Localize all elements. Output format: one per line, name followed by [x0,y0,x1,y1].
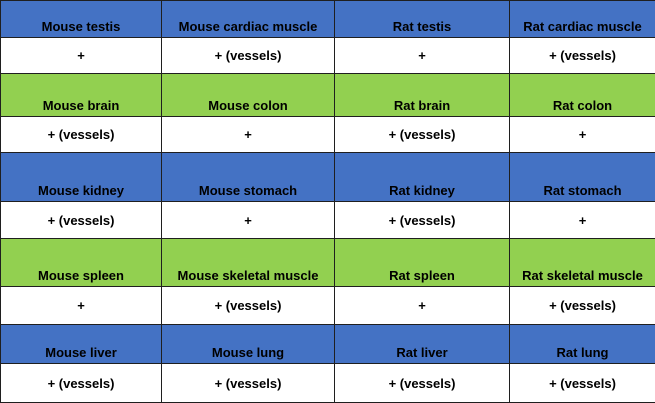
value-cell: + (vessels) [161,37,335,74]
value-row: + + (vessels) + + (vessels) [0,286,655,325]
header-cell: Mouse lung [161,324,335,364]
header-row: Mouse liver Mouse lung Rat liver Rat lun… [0,324,655,364]
value-cell: + [334,286,510,325]
value-row: + + (vessels) + + (vessels) [0,37,655,74]
header-cell: Mouse colon [161,73,335,117]
value-cell: + (vessels) [334,201,510,239]
value-row: + (vessels) + + (vessels) + [0,116,655,153]
value-cell: + (vessels) [509,286,655,325]
header-row: Mouse testis Mouse cardiac muscle Rat te… [0,0,655,38]
header-cell: Mouse kidney [0,152,162,202]
header-cell: Rat testis [334,0,510,38]
header-row: Mouse brain Mouse colon Rat brain Rat co… [0,73,655,117]
header-cell: Mouse brain [0,73,162,117]
header-cell: Mouse spleen [0,238,162,287]
value-row: + (vessels) + + (vessels) + [0,201,655,239]
value-cell: + [0,286,162,325]
header-cell: Mouse testis [0,0,162,38]
value-cell: + [0,37,162,74]
value-cell: + (vessels) [161,286,335,325]
value-cell: + [161,116,335,153]
value-cell: + (vessels) [334,363,510,403]
header-cell: Mouse skeletal muscle [161,238,335,287]
value-cell: + (vessels) [161,363,335,403]
header-cell: Rat kidney [334,152,510,202]
value-cell: + (vessels) [0,116,162,153]
value-cell: + (vessels) [334,116,510,153]
value-cell: + [509,116,655,153]
header-row: Mouse kidney Mouse stomach Rat kidney Ra… [0,152,655,202]
header-cell: Mouse cardiac muscle [161,0,335,38]
value-cell: + [334,37,510,74]
value-cell: + [161,201,335,239]
value-cell: + (vessels) [0,201,162,239]
header-cell: Rat liver [334,324,510,364]
header-cell: Mouse liver [0,324,162,364]
header-cell: Rat colon [509,73,655,117]
value-cell: + (vessels) [0,363,162,403]
header-cell: Rat cardiac muscle [509,0,655,38]
header-cell: Rat spleen [334,238,510,287]
value-row: + (vessels) + (vessels) + (vessels) + (v… [0,363,655,403]
header-cell: Rat stomach [509,152,655,202]
header-cell: Mouse stomach [161,152,335,202]
header-cell: Rat lung [509,324,655,364]
header-row: Mouse spleen Mouse skeletal muscle Rat s… [0,238,655,287]
value-cell: + [509,201,655,239]
header-cell: Rat skeletal muscle [509,238,655,287]
value-cell: + (vessels) [509,363,655,403]
header-cell: Rat brain [334,73,510,117]
value-cell: + (vessels) [509,37,655,74]
